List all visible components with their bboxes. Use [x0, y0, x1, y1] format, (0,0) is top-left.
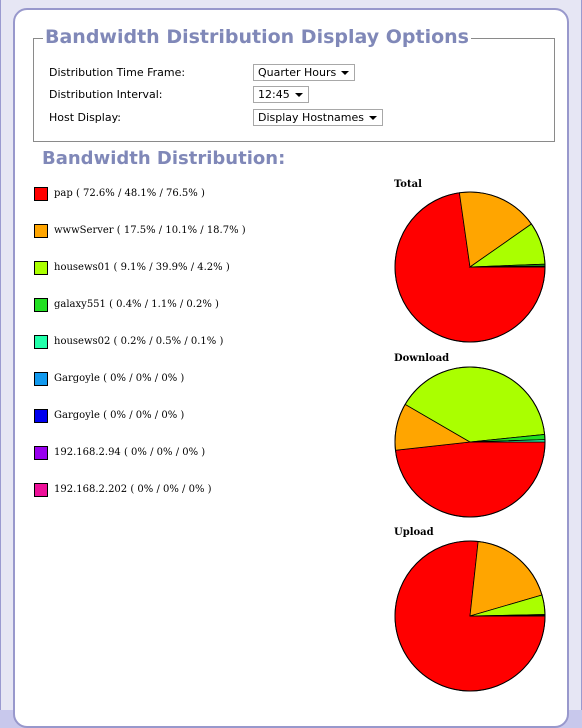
legend-label: 192.168.2.94 ( 0% / 0% / 0% ) [54, 446, 205, 460]
legend-swatch [34, 372, 48, 386]
legend-swatch [34, 483, 48, 497]
legend-label: wwwServer ( 17.5% / 10.1% / 18.7% ) [54, 224, 246, 238]
legend-swatch [34, 224, 48, 238]
time-frame-select[interactable]: Quarter Hours [253, 64, 355, 81]
time-frame-label: Distribution Time Frame: [49, 66, 185, 79]
chevron-down-icon [295, 93, 303, 97]
legend-label: Gargoyle ( 0% / 0% / 0% ) [54, 409, 184, 423]
interval-value: 12:45 [258, 88, 290, 101]
legend-label: housews02 ( 0.2% / 0.5% / 0.1% ) [54, 335, 223, 349]
chart-title-total: Total [394, 179, 422, 190]
interval-select[interactable]: 12:45 [253, 86, 309, 103]
time-frame-value: Quarter Hours [258, 66, 336, 79]
chevron-down-icon [369, 116, 377, 120]
pie-slice-pap [395, 442, 545, 517]
legend-label: galaxy551 ( 0.4% / 1.1% / 0.2% ) [54, 298, 219, 312]
host-display-label: Host Display: [49, 111, 121, 124]
interval-label: Distribution Interval: [49, 88, 163, 101]
legend-swatch [34, 261, 48, 275]
chevron-down-icon [341, 71, 349, 75]
chart-title-upload: Upload [394, 527, 434, 538]
legend-swatch [34, 335, 48, 349]
pie-chart-total [393, 190, 547, 344]
legend-label: Gargoyle ( 0% / 0% / 0% ) [54, 372, 184, 386]
window-frame: Bandwidth Distribution Display Options D… [0, 0, 582, 710]
legend-label: housews01 ( 9.1% / 39.9% / 4.2% ) [54, 261, 230, 275]
display-options-title: Bandwidth Distribution Display Options [43, 26, 471, 48]
legend-swatch [34, 298, 48, 312]
host-display-select[interactable]: Display Hostnames [253, 109, 383, 126]
pie-chart-download [393, 365, 547, 519]
chart-title-download: Download [394, 353, 449, 364]
legend-label: pap ( 72.6% / 48.1% / 76.5% ) [54, 187, 205, 201]
content-panel: Bandwidth Distribution Display Options D… [13, 8, 569, 728]
host-display-value: Display Hostnames [258, 111, 364, 124]
pie-chart-upload [393, 539, 547, 693]
distribution-title: Bandwidth Distribution: [42, 148, 285, 169]
legend-swatch [34, 409, 48, 423]
legend-swatch [34, 446, 48, 460]
legend-swatch [34, 187, 48, 201]
legend-label: 192.168.2.202 ( 0% / 0% / 0% ) [54, 483, 212, 497]
